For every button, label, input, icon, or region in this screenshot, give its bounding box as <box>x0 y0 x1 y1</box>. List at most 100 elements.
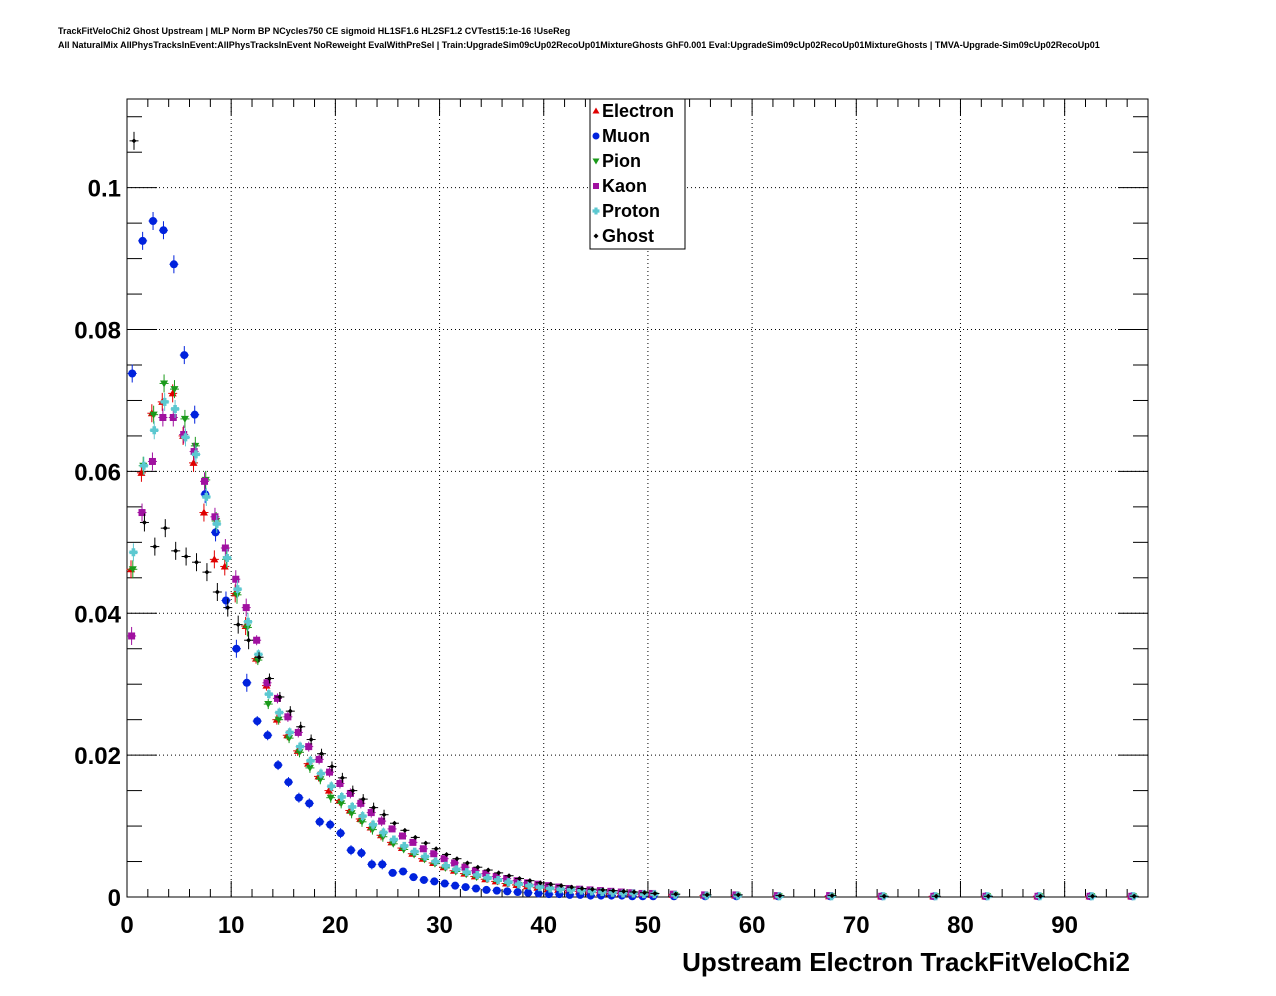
data-point <box>223 553 232 562</box>
y-tick-label: 0.08 <box>74 318 121 345</box>
data-point <box>305 799 314 808</box>
data-point <box>319 751 325 757</box>
data-point <box>296 742 305 751</box>
x-tick-label: 0 <box>120 912 133 939</box>
data-point <box>264 690 273 699</box>
data-point <box>326 820 335 829</box>
legend-label: Proton <box>602 201 660 221</box>
data-point <box>704 892 710 898</box>
data-point <box>199 508 208 516</box>
data-point <box>642 890 648 896</box>
data-point <box>329 763 335 769</box>
data-point <box>285 735 294 743</box>
data-point <box>180 351 189 360</box>
data-point <box>610 888 616 894</box>
data-point <box>316 776 325 784</box>
data-point <box>274 716 283 724</box>
data-point <box>367 860 376 869</box>
data-point <box>141 519 147 525</box>
data-point <box>131 138 137 144</box>
data-point <box>494 875 503 884</box>
data-point <box>201 477 209 485</box>
data-point <box>305 764 314 772</box>
data-point <box>589 886 595 892</box>
data-point <box>225 605 231 611</box>
legend-marker <box>592 158 600 165</box>
data-point <box>378 860 387 869</box>
data-point <box>171 404 180 413</box>
data-point <box>263 731 272 740</box>
data-point <box>253 717 262 726</box>
data-point <box>379 828 388 837</box>
data-point <box>587 887 596 896</box>
data-point <box>430 850 438 858</box>
data-point <box>246 637 252 643</box>
data-point <box>214 589 220 595</box>
data-point <box>358 818 367 826</box>
data-point <box>128 566 137 574</box>
data-point <box>315 817 324 826</box>
legend-item-ghost: Ghost <box>593 226 654 246</box>
data-point <box>431 857 440 866</box>
legend-item-electron: Electron <box>592 101 674 121</box>
data-point <box>138 509 146 517</box>
data-point <box>326 768 334 776</box>
data-point <box>462 868 471 877</box>
data-point <box>419 845 427 853</box>
data-point <box>388 825 396 833</box>
data-point <box>504 878 513 887</box>
data-point <box>558 883 564 889</box>
legend-item-proton: Proton <box>592 201 660 221</box>
data-point <box>452 865 461 874</box>
data-point <box>579 885 585 891</box>
data-point <box>482 885 491 894</box>
legend-marker <box>592 207 600 215</box>
legend-label: Electron <box>602 101 674 121</box>
data-point <box>423 840 429 846</box>
data-point <box>346 846 355 855</box>
data-point <box>577 886 586 895</box>
data-point <box>485 867 491 873</box>
axis-tick-labels: 0 10 20 30 40 50 60 70 80 90 0 0.02 0.04 0.06 0.08 0.1 <box>74 176 1078 939</box>
data-point <box>350 788 356 794</box>
x-tick-label: 70 <box>843 912 870 939</box>
data-point <box>315 755 323 763</box>
data-point <box>598 888 607 897</box>
data-point <box>211 513 219 521</box>
data-point <box>985 893 991 899</box>
data-point <box>357 849 366 858</box>
data-point <box>254 650 263 659</box>
data-point <box>516 876 522 882</box>
data-point <box>381 812 387 818</box>
legend-marker <box>593 183 599 189</box>
data-point <box>398 832 406 840</box>
data-point <box>152 544 158 550</box>
data-point <box>191 450 200 459</box>
data-point <box>204 569 210 575</box>
data-point <box>173 548 179 554</box>
data-point <box>569 884 575 890</box>
data-point <box>159 226 168 235</box>
legend-marker <box>592 107 600 114</box>
data-point <box>244 617 253 626</box>
data-point <box>369 820 378 829</box>
series-muon <box>127 212 1137 901</box>
legend-marker <box>593 233 599 239</box>
data-point <box>169 413 177 421</box>
data-point <box>1131 893 1137 899</box>
data-point <box>266 676 272 682</box>
data-point <box>284 778 293 787</box>
data-point <box>735 892 741 898</box>
data-point <box>298 724 304 730</box>
x-tick-label: 90 <box>1051 912 1078 939</box>
x-tick-label: 60 <box>739 912 766 939</box>
data-point <box>409 838 417 846</box>
series-pion <box>128 374 1138 901</box>
data-point <box>503 887 512 896</box>
data-point <box>419 875 428 884</box>
data-point <box>389 835 398 844</box>
data-point <box>1089 893 1095 899</box>
data-point <box>210 555 219 563</box>
data-point <box>631 889 637 895</box>
data-point <box>159 413 167 421</box>
